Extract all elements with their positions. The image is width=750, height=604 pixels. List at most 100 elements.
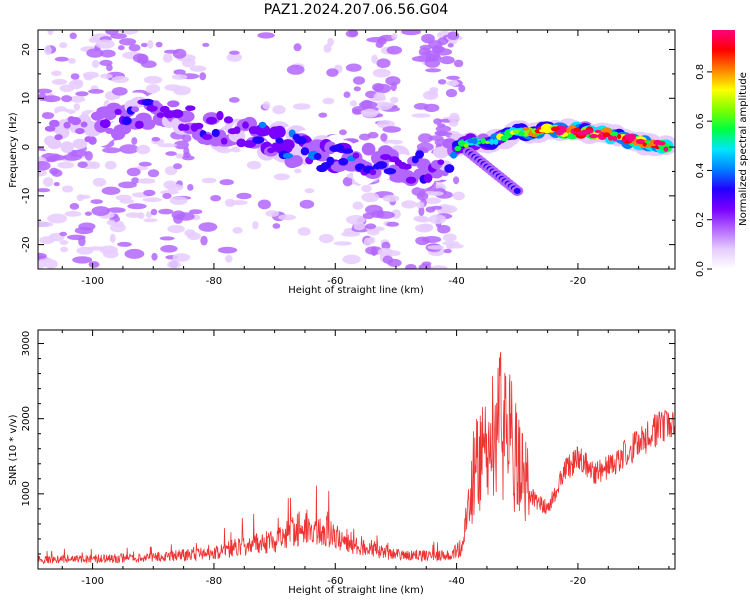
spectral-noise-blob <box>353 76 365 85</box>
spectral-noise-blob <box>373 83 391 94</box>
spectral-noise-blob <box>423 103 440 113</box>
spectral-ridge-blob <box>70 117 82 126</box>
spectrogram-xtick-label: -100 <box>81 276 104 287</box>
spectral-noise-blob <box>38 260 46 269</box>
spectral-ridge-blob <box>72 138 88 149</box>
snr-xtick-label: -60 <box>327 576 343 587</box>
spectral-noise-blob <box>126 167 141 177</box>
spectral-noise-blob <box>41 112 55 120</box>
spectral-noise-blob <box>157 143 178 148</box>
spectral-noise-blob <box>198 222 218 232</box>
spectral-noise-blob <box>434 130 448 136</box>
spectral-noise-blob <box>411 113 431 118</box>
spectral-ridge-blob <box>242 121 249 129</box>
spectral-ridge-blob <box>80 121 88 128</box>
spectral-ridge-blob <box>281 139 295 151</box>
spectral-ridge-blob <box>134 120 144 129</box>
spectral-noise-blob <box>147 169 160 178</box>
spectral-noise-blob <box>297 227 311 236</box>
spectral-noise-blob <box>95 39 115 49</box>
spectral-noise-blob <box>361 108 379 118</box>
spectrogram-xtick-label: -40 <box>448 276 464 287</box>
spectrogram-ytick-label: -10 <box>21 188 32 204</box>
spectral-noise-blob <box>159 190 179 195</box>
spectral-ridge-blob <box>560 126 568 133</box>
snr-series-line <box>38 351 675 565</box>
spectral-noise-blob <box>380 133 388 142</box>
spectral-noise-blob <box>164 166 178 176</box>
spectral-ridge-blob <box>194 122 204 129</box>
spectral-noise-blob <box>92 177 107 187</box>
spectral-noise-blob <box>377 247 393 257</box>
spectral-ridge-blob <box>273 125 286 138</box>
spectral-ridge-blob <box>121 116 132 126</box>
spectral-noise-blob <box>127 203 147 210</box>
spectral-noise-blob <box>299 199 315 209</box>
colorbar-tick-label: 0.4 <box>695 162 706 178</box>
spectral-noise-blob <box>162 53 173 63</box>
spectral-noise-blob <box>189 209 203 215</box>
spectral-noise-blob <box>415 217 431 223</box>
snr-xtick-label: -40 <box>448 576 464 587</box>
spectral-ridge-blob <box>258 121 267 129</box>
spectral-noise-blob <box>429 88 438 96</box>
spectral-noise-blob <box>434 48 453 56</box>
spectral-ridge-blob <box>657 141 666 146</box>
spectral-noise-blob <box>318 233 334 244</box>
spectral-ridge-blob <box>405 176 417 184</box>
spectral-noise-blob <box>349 100 357 107</box>
spectral-noise-blob <box>86 246 106 251</box>
spectral-noise-blob <box>293 43 302 52</box>
chart-title: PAZ1.2024.207.06.56.G04 <box>264 2 449 18</box>
spectral-noise-blob <box>51 78 68 85</box>
spectral-ridge-blob <box>507 133 511 137</box>
spectral-noise-blob <box>226 52 243 63</box>
spectral-noise-blob <box>323 43 332 53</box>
spectral-ridge-blob <box>480 138 486 145</box>
colorbar-tick-label: 0.0 <box>695 261 706 277</box>
spectral-ridge-blob <box>423 173 433 183</box>
spectral-ridge-blob <box>369 169 377 176</box>
spectral-noise-blob <box>343 91 351 98</box>
snr-ylabel: SNR (10 * v/v) <box>8 414 19 485</box>
spectral-noise-blob <box>440 205 458 214</box>
spectral-ridge-blob <box>489 138 494 145</box>
snr-xtick-label: -80 <box>206 576 222 587</box>
spectral-ridge-blob <box>326 156 335 166</box>
spectral-noise-blob <box>371 54 378 64</box>
spectral-noise-blob <box>106 207 126 213</box>
spectral-noise-blob <box>44 45 52 56</box>
spectral-ridge-blob <box>617 133 622 139</box>
spectral-noise-blob <box>225 254 233 263</box>
spectral-noise-blob <box>69 203 80 210</box>
spectral-noise-blob <box>99 49 116 58</box>
spectral-ridge-blob <box>341 148 354 154</box>
spectral-ridge-blob <box>152 100 160 107</box>
spectral-noise-blob <box>128 44 141 52</box>
spectral-ridge-blob <box>313 153 322 160</box>
spectral-noise-blob <box>371 210 385 218</box>
spectral-noise-blob <box>386 45 402 55</box>
spectral-noise-blob <box>160 245 178 253</box>
spectral-noise-blob <box>236 192 252 200</box>
spectral-noise-blob <box>210 195 222 202</box>
spectral-noise-blob <box>273 173 290 181</box>
spectrogram-ytick-label: 20 <box>21 43 32 56</box>
spectral-noise-blob <box>68 79 84 90</box>
spectral-noise-blob <box>115 194 132 201</box>
spectral-ridge-blob <box>114 108 122 115</box>
spectral-noise-blob <box>89 161 101 169</box>
colorbar-tick-label: 0.8 <box>695 64 706 80</box>
spectral-ridge-blob <box>220 137 228 145</box>
spectral-ridge-blob <box>361 142 376 156</box>
spectral-noise-blob <box>100 73 113 79</box>
spectral-noise-blob <box>352 201 364 210</box>
spectral-noise-blob <box>88 37 100 43</box>
spectral-noise-blob <box>428 40 443 49</box>
spectral-ridge-blob <box>243 140 256 148</box>
spectral-ridge-blob <box>140 118 156 130</box>
spectral-noise-blob <box>84 211 92 216</box>
spectral-noise-blob <box>230 200 248 206</box>
